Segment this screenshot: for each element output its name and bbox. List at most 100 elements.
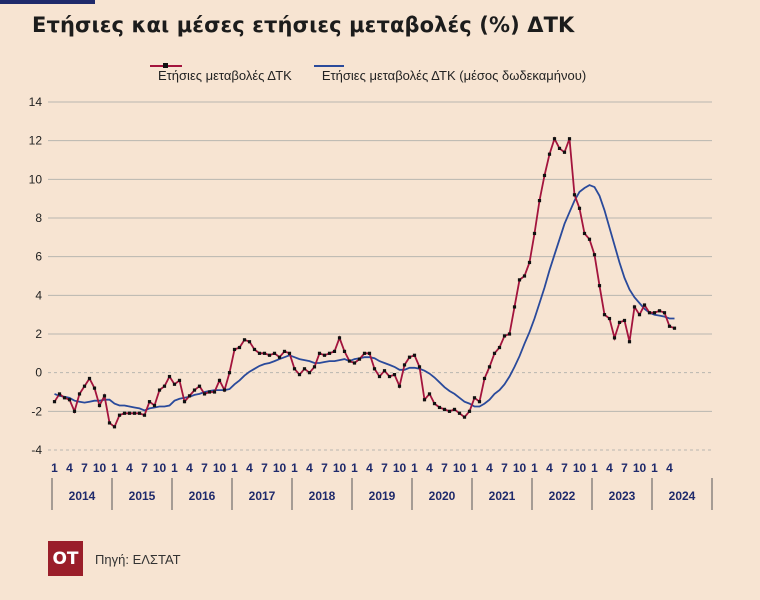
series-annual-point (67, 398, 72, 402)
series-annual-point (482, 376, 487, 381)
series-annual-point (317, 351, 322, 355)
x-year-label: 2017 (249, 489, 276, 503)
series-annual-point (157, 388, 162, 392)
series-annual-point (232, 347, 237, 352)
series-annual-point (302, 367, 307, 371)
x-month-label: 4 (426, 461, 433, 475)
series-annual-point (147, 400, 152, 404)
series-annual-point (377, 374, 382, 379)
series-annual-point (262, 351, 267, 355)
legend-label-annual: Ετήσιες μεταβολές ΔΤΚ (158, 67, 292, 83)
series-annual-point (267, 353, 272, 357)
x-year-label: 2022 (549, 489, 576, 503)
x-month-label: 1 (411, 461, 418, 475)
series-annual-point (637, 313, 642, 317)
series-annual-point (617, 320, 622, 324)
series-annual-point (517, 278, 522, 282)
legend-swatch-annual (150, 62, 182, 68)
series-annual-point (352, 361, 357, 365)
series-annual-line (53, 136, 675, 429)
series-annual-point (587, 237, 592, 241)
series-annual-point (52, 400, 57, 404)
x-month-label: 7 (201, 461, 208, 475)
legend-swatch-average (313, 64, 344, 67)
series-annual-point (662, 311, 667, 315)
series-annual-point (197, 384, 202, 388)
series-annual-point (287, 351, 292, 355)
x-month-label: 7 (621, 461, 628, 475)
series-annual-point (337, 336, 342, 340)
series-annual-point (142, 413, 147, 417)
series-annual-point (487, 365, 492, 369)
series-annual-point (477, 400, 482, 404)
series-annual-point (592, 253, 597, 257)
series-annual-point (512, 305, 517, 309)
series-annual-point (607, 316, 612, 321)
series-annual (52, 136, 677, 429)
series-annual-point (652, 311, 657, 315)
series-annual-point (407, 355, 412, 359)
series-annual-point (467, 409, 472, 413)
series-annual-point (367, 351, 372, 355)
y-tick-label: 12 (29, 134, 43, 148)
series-annual-point (217, 378, 222, 382)
top-accent-bar (0, 0, 95, 4)
y-tick-label: 2 (35, 327, 42, 341)
series-annual-point (647, 311, 652, 315)
x-month-label: 4 (486, 461, 493, 475)
series-annual-point (292, 367, 297, 371)
y-tick-label: 8 (35, 211, 42, 225)
y-tick-label: -4 (31, 443, 42, 457)
source-note: Πηγή: ΕΛΣΤΑΤ (95, 552, 181, 567)
series-annual-point (102, 394, 107, 398)
x-month-label: 7 (321, 461, 328, 475)
series-annual-point (447, 409, 452, 413)
series-annual-point (497, 345, 502, 350)
series-annual-point (582, 231, 587, 236)
series-annual-point (372, 367, 377, 371)
series-annual-point (392, 373, 397, 377)
x-month-label: 7 (381, 461, 388, 475)
series-annual-point (277, 355, 282, 359)
series-annual-point (632, 305, 637, 309)
series-annual-point (307, 371, 312, 375)
series-annual-point (557, 146, 562, 150)
ot-logo: ΟΤ (48, 541, 83, 576)
series-annual-point (567, 137, 572, 141)
x-month-label: 7 (261, 461, 268, 475)
series-annual-point (382, 369, 387, 373)
series-annual-point (527, 260, 532, 265)
x-year-label: 2020 (429, 489, 456, 503)
series-annual-point (412, 353, 417, 357)
series-annual-point (402, 363, 407, 367)
series-annual-point (72, 409, 77, 413)
series-annual-point (502, 334, 507, 338)
series-annual-point (77, 392, 82, 396)
series-annual-point (657, 309, 662, 313)
x-month-label: 7 (501, 461, 508, 475)
x-year-label: 2016 (189, 489, 216, 503)
series-annual-point (417, 365, 422, 369)
chart-title: Ετήσιες και μέσες ετήσιες μεταβολές (%) … (32, 13, 575, 37)
series-annual-point (427, 392, 432, 396)
series-annual-point (622, 318, 627, 323)
series-annual-point (327, 351, 332, 355)
series-annual-point (362, 351, 367, 355)
x-year-label: 2019 (369, 489, 396, 503)
x-month-label: 1 (531, 461, 538, 475)
series-annual-point (322, 353, 327, 357)
series-annual-point (387, 374, 392, 379)
x-month-label: 10 (453, 461, 467, 475)
series-annual-point (212, 390, 217, 394)
x-year-label: 2023 (609, 489, 636, 503)
x-month-label: 4 (546, 461, 553, 475)
x-month-label: 4 (186, 461, 193, 475)
series-annual-point (552, 137, 557, 141)
x-month-label: 10 (333, 461, 347, 475)
series-annual-point (597, 284, 602, 288)
series-annual-point (282, 349, 287, 353)
series-annual-point (172, 382, 177, 386)
x-month-label: 10 (273, 461, 287, 475)
series-average (54, 184, 675, 412)
